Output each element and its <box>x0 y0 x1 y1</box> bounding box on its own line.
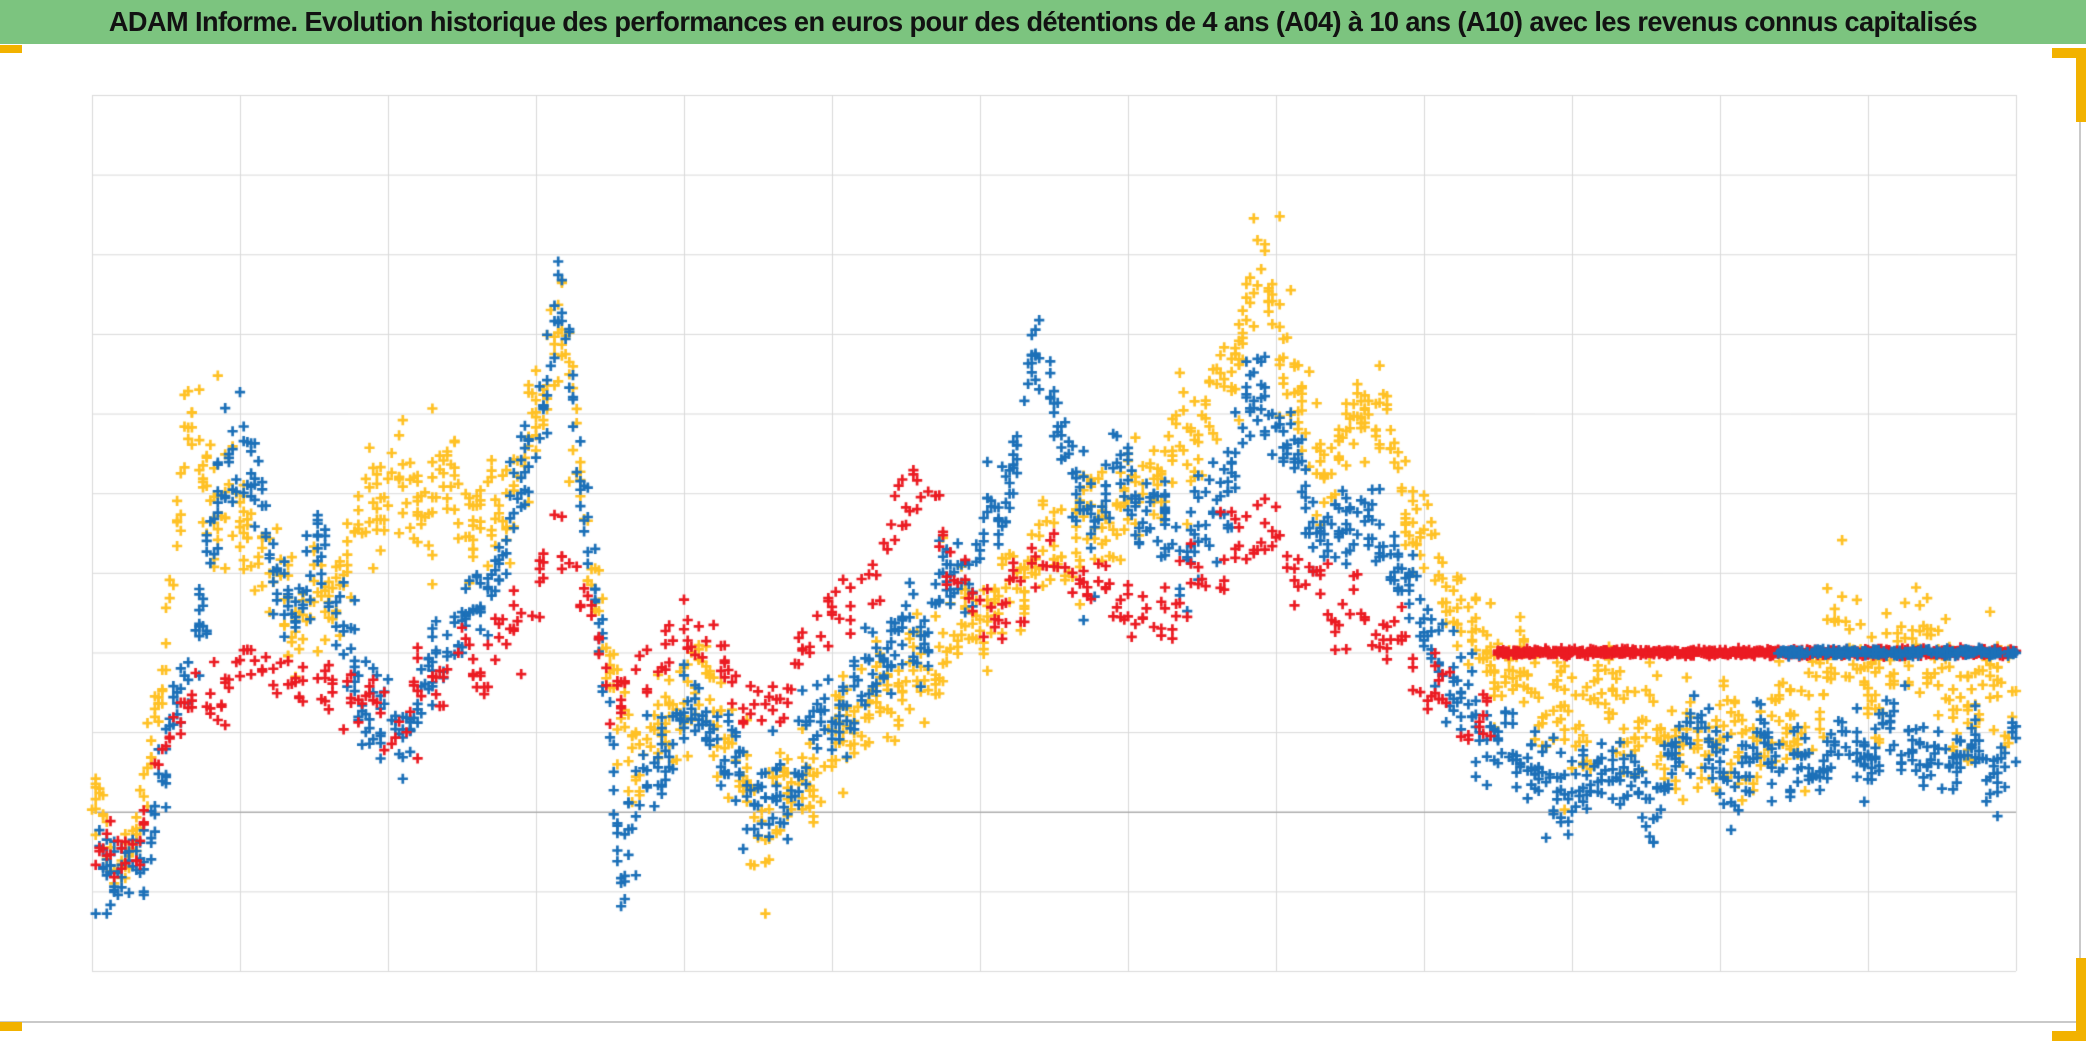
placeholder-handle-top-right[interactable] <box>2052 48 2086 122</box>
placeholder-bottom-border <box>0 1021 2080 1023</box>
placeholder-handle-top-left[interactable] <box>0 45 22 53</box>
placeholder-handle-bottom-left[interactable] <box>0 1022 22 1031</box>
slide-title-text: ADAM Informe. Evolution historique des p… <box>108 6 1978 37</box>
placeholder-handle-bottom-right[interactable] <box>2052 958 2086 1041</box>
slide-title-bar[interactable]: ADAM Informe. Evolution historique des p… <box>0 0 2086 44</box>
placeholder-right-border <box>2079 48 2081 1021</box>
